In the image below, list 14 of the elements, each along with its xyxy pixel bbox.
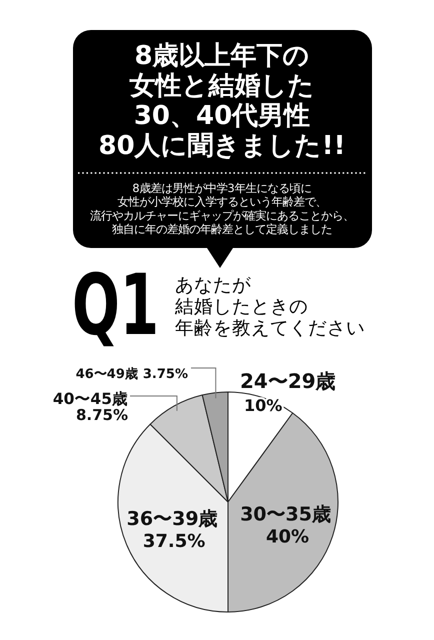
slice-label: 24〜29歳 [240, 369, 336, 393]
slice-label: 40〜45歳 [52, 390, 128, 408]
data-label: 3.75% [142, 367, 188, 382]
slice-label: 30〜35歳 [240, 504, 331, 526]
text: Q1 [72, 256, 159, 354]
data-label: 37.5% [142, 531, 206, 552]
slice-label: 46〜49歳 [76, 367, 138, 382]
chart-title: 8歳以上年下の女性と結婚した30、40代男性80人に聞きました!! [98, 41, 346, 161]
data-label: 8.75% [76, 406, 128, 424]
chart-subtitle: 8歳差は男性が中学3年生になる頃に女性が小学校に入学するという年齢差で、流行やカルチャーにギャップが確実にあることから、独自に年の差婚の年齢差として定義しました [90, 182, 354, 236]
slice-label: 36〜39歳 [126, 508, 218, 530]
data-label: 40% [266, 526, 310, 548]
data-label: 10% [244, 396, 282, 415]
text: あなたが結婚したときの年齢を教えてください [174, 275, 365, 339]
